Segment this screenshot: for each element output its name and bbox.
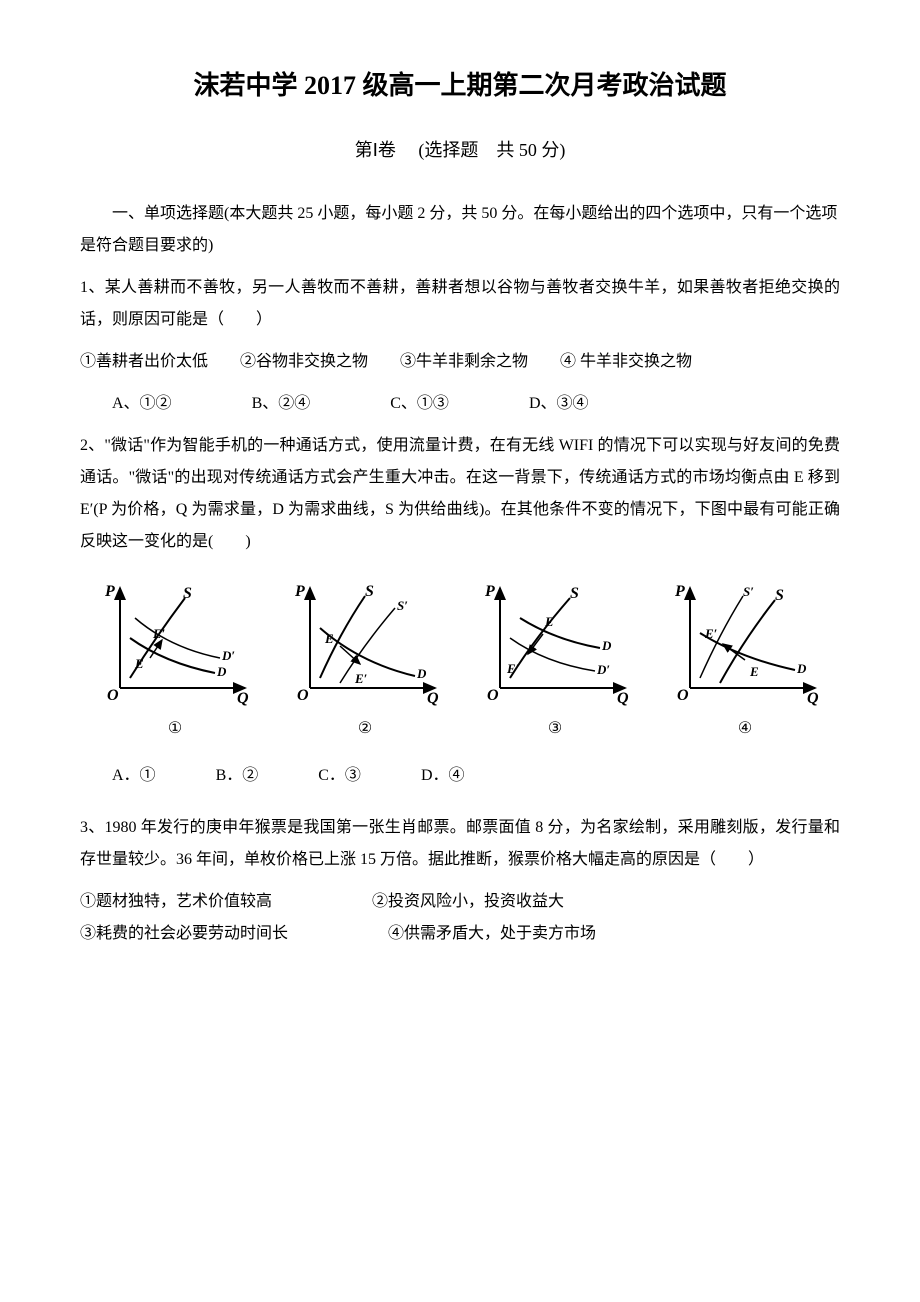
subtitle-section: 第Ⅰ卷 bbox=[355, 140, 396, 160]
e-label: E bbox=[324, 631, 334, 646]
axis-p-label: P bbox=[674, 583, 685, 600]
dp-label: D′ bbox=[221, 648, 235, 663]
exam-subtitle: 第Ⅰ卷 (选择题 共 50 分) bbox=[80, 132, 840, 168]
chart-1: P Q O S D D′ E E′ ① bbox=[80, 578, 270, 745]
s-label: S bbox=[183, 585, 192, 602]
axis-q-label: Q bbox=[807, 690, 819, 707]
axis-o-label: O bbox=[677, 687, 689, 704]
q1-option-a: A、①② bbox=[112, 388, 172, 420]
exam-title: 沫若中学 2017 级高一上期第二次月考政治试题 bbox=[80, 60, 840, 112]
q3-statements-row1: ①题材独特，艺术价值较高 ②投资风险小，投资收益大 bbox=[80, 886, 840, 918]
e-label: E bbox=[544, 614, 554, 629]
ep-label: E′ bbox=[506, 661, 520, 676]
q3-statement-1: ①题材独特，艺术价值较高 bbox=[80, 886, 272, 918]
chart-4-label: ④ bbox=[650, 713, 840, 745]
axis-q-label: Q bbox=[617, 690, 629, 707]
axis-o-label: O bbox=[487, 687, 499, 704]
d-label: D bbox=[601, 638, 612, 653]
s-label: S bbox=[570, 585, 579, 602]
chart-3-label: ③ bbox=[460, 713, 650, 745]
q3-statement-3: ③耗费的社会必要劳动时间长 bbox=[80, 918, 288, 950]
chart-2: P Q O S S′ D E E′ ② bbox=[270, 578, 460, 745]
q3-statement-2: ②投资风险小，投资收益大 bbox=[372, 886, 564, 918]
chart-3-svg: P Q O S D D′ E E′ bbox=[475, 578, 635, 708]
q2-option-a: A．① bbox=[112, 760, 156, 792]
chart-1-svg: P Q O S D D′ E E′ bbox=[95, 578, 255, 708]
question-2-text: 2、"微话"作为智能手机的一种通话方式，使用流量计费，在有无线 WIFI 的情况… bbox=[80, 430, 840, 558]
e-label: E bbox=[134, 656, 144, 671]
q1-option-b: B、②④ bbox=[252, 388, 311, 420]
ep-label: E′ bbox=[152, 626, 166, 641]
ep-label: E′ bbox=[704, 626, 718, 641]
chart-4-svg: P Q O S′ S D E E′ bbox=[665, 578, 825, 708]
e-label: E bbox=[749, 664, 759, 679]
axis-p-label: P bbox=[484, 583, 495, 600]
sp-label: S′ bbox=[397, 598, 408, 613]
question-1-text: 1、某人善耕而不善牧，另一人善牧而不善耕，善耕者想以谷物与善牧者交换牛羊，如果善… bbox=[80, 272, 840, 336]
s-label: S bbox=[365, 583, 374, 600]
axis-q-label: Q bbox=[427, 690, 439, 707]
chart-1-label: ① bbox=[80, 713, 270, 745]
dp-label: D′ bbox=[596, 662, 610, 677]
s-label: S bbox=[775, 587, 784, 604]
chart-2-svg: P Q O S S′ D E E′ bbox=[285, 578, 445, 708]
axis-o-label: O bbox=[107, 687, 119, 704]
q2-option-d: D．④ bbox=[421, 760, 465, 792]
q2-option-c: C．③ bbox=[318, 760, 361, 792]
ep-label: E′ bbox=[354, 671, 368, 686]
subtitle-info: (选择题 共 50 分) bbox=[418, 140, 565, 160]
q2-option-b: B．② bbox=[216, 760, 259, 792]
sp-label: S′ bbox=[743, 584, 754, 599]
question-2-options: A．① B．② C．③ D．④ bbox=[80, 760, 840, 792]
q3-statement-4: ④供需矛盾大，处于卖方市场 bbox=[388, 918, 596, 950]
question-1-statements: ①善耕者出价太低 ②谷物非交换之物 ③牛羊非剩余之物 ④ 牛羊非交换之物 bbox=[80, 346, 840, 378]
axis-p-label: P bbox=[294, 583, 305, 600]
d-label: D bbox=[796, 661, 807, 676]
q1-option-d: D、③④ bbox=[529, 388, 589, 420]
axis-p-label: P bbox=[104, 583, 115, 600]
question-3-text: 3、1980 年发行的庚申年猴票是我国第一张生肖邮票。邮票面值 8 分，为名家绘… bbox=[80, 812, 840, 876]
axis-o-label: O bbox=[297, 687, 309, 704]
charts-row: P Q O S D D′ E E′ ① bbox=[80, 578, 840, 745]
q3-statements-row2: ③耗费的社会必要劳动时间长 ④供需矛盾大，处于卖方市场 bbox=[80, 918, 840, 950]
d-label: D bbox=[416, 666, 427, 681]
q1-option-c: C、①③ bbox=[390, 388, 449, 420]
chart-4: P Q O S′ S D E E′ ④ bbox=[650, 578, 840, 745]
section-1-header: 一、单项选择题(本大题共 25 小题，每小题 2 分，共 50 分。在每小题给出… bbox=[80, 198, 840, 262]
d-label: D bbox=[216, 664, 227, 679]
chart-3: P Q O S D D′ E E′ ③ bbox=[460, 578, 650, 745]
chart-2-label: ② bbox=[270, 713, 460, 745]
question-1-options: A、①② B、②④ C、①③ D、③④ bbox=[80, 388, 840, 420]
axis-q-label: Q bbox=[237, 690, 249, 707]
